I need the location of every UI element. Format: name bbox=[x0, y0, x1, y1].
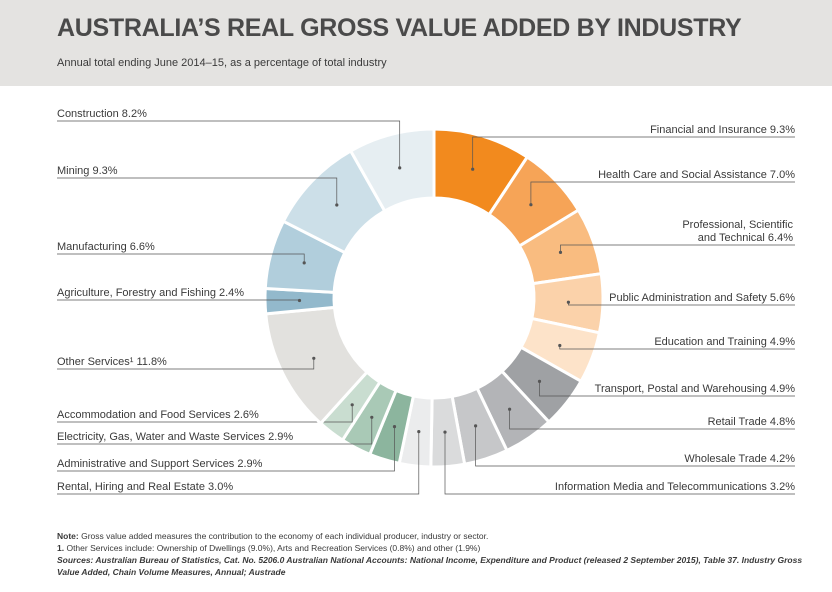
slice-label: Public Administration and Safety 5.6% bbox=[609, 292, 795, 304]
slice-label: Transport, Postal and Warehousing 4.9% bbox=[595, 383, 796, 395]
leader-line bbox=[509, 409, 795, 430]
slice-label: Wholesale Trade 4.2% bbox=[684, 453, 795, 465]
note-text: Gross value added measures the contribut… bbox=[78, 531, 489, 541]
slice-label: Retail Trade 4.8% bbox=[708, 416, 796, 428]
note-label: Note: bbox=[57, 531, 79, 541]
footnote-label: 1. bbox=[57, 543, 65, 553]
slice-label: Financial and Insurance 9.3% bbox=[650, 124, 795, 136]
leader-dot bbox=[508, 407, 512, 411]
leader-dot bbox=[398, 166, 402, 170]
leader-dot bbox=[417, 430, 421, 434]
note-line: Note: Gross value added measures the con… bbox=[57, 530, 817, 542]
leader-dot bbox=[566, 300, 571, 304]
leader-dot bbox=[335, 203, 339, 207]
donut-slice bbox=[348, 127, 436, 214]
leader-dot bbox=[443, 430, 447, 434]
slice-label: Rental, Hiring and Real Estate 3.0% bbox=[57, 481, 233, 493]
leader-dot bbox=[558, 250, 563, 254]
slice-label: Professional, Scientific bbox=[682, 219, 793, 231]
leader-line bbox=[57, 431, 420, 495]
slice-label: Electricity, Gas, Water and Waste Servic… bbox=[57, 431, 293, 443]
leader-dot bbox=[558, 343, 562, 348]
slice-label: Health Care and Social Assistance 7.0% bbox=[598, 169, 795, 181]
leader-line bbox=[57, 426, 395, 472]
slice-label: Education and Training 4.9% bbox=[654, 336, 795, 348]
footnote-text: Other Services include: Ownership of Dwe… bbox=[64, 543, 481, 553]
leader-dot bbox=[350, 403, 354, 407]
leader-dot bbox=[370, 415, 374, 419]
slice-label: Mining 9.3% bbox=[57, 165, 118, 177]
leader-line bbox=[530, 181, 795, 205]
slice-label: and Technical 6.4% bbox=[698, 232, 793, 244]
leader-line bbox=[57, 404, 353, 423]
notes-block: Note: Gross value added measures the con… bbox=[57, 530, 817, 578]
leader-line bbox=[57, 417, 373, 445]
chart-subtitle: Annual total ending June 2014–15, as a p… bbox=[57, 57, 387, 69]
leader-dot bbox=[474, 424, 478, 428]
slice-label: Accommodation and Food Services 2.6% bbox=[57, 409, 259, 421]
footnote-line: 1. Other Services include: Ownership of … bbox=[57, 542, 817, 554]
chart-title: AUSTRALIA’S REAL GROSS VALUE ADDED BY IN… bbox=[57, 14, 742, 42]
leader-line bbox=[444, 432, 795, 495]
leader-line bbox=[57, 177, 338, 205]
leader-dot bbox=[529, 203, 533, 207]
leader-line bbox=[57, 358, 315, 370]
leader-dot bbox=[312, 356, 316, 360]
slice-label: Information Media and Telecommunications… bbox=[555, 481, 795, 493]
header-band: AUSTRALIA’S REAL GROSS VALUE ADDED BY IN… bbox=[0, 0, 832, 86]
leader-dot bbox=[297, 298, 302, 303]
slice-label: Construction 8.2% bbox=[57, 108, 147, 120]
leader-line bbox=[475, 425, 795, 467]
slice-label: Administrative and Support Services 2.9% bbox=[57, 458, 263, 470]
leader-line bbox=[57, 299, 300, 301]
leader-line bbox=[560, 244, 795, 253]
slice-label: Manufacturing 6.6% bbox=[57, 241, 155, 253]
sources-text: Sources: Australian Bureau of Statistics… bbox=[57, 555, 803, 577]
leader-dot bbox=[537, 379, 542, 383]
leader-line bbox=[57, 253, 305, 263]
leader-dot bbox=[392, 425, 397, 429]
donut-hole bbox=[335, 199, 533, 397]
leader-dot bbox=[302, 261, 306, 265]
leader-line bbox=[57, 120, 401, 168]
leader-dot bbox=[471, 167, 475, 171]
slice-label: Other Services¹ 11.8% bbox=[57, 356, 167, 368]
leader-line bbox=[472, 136, 795, 170]
slice-label: Agriculture, Forestry and Fishing 2.4% bbox=[57, 287, 244, 299]
leader-line bbox=[539, 381, 795, 397]
